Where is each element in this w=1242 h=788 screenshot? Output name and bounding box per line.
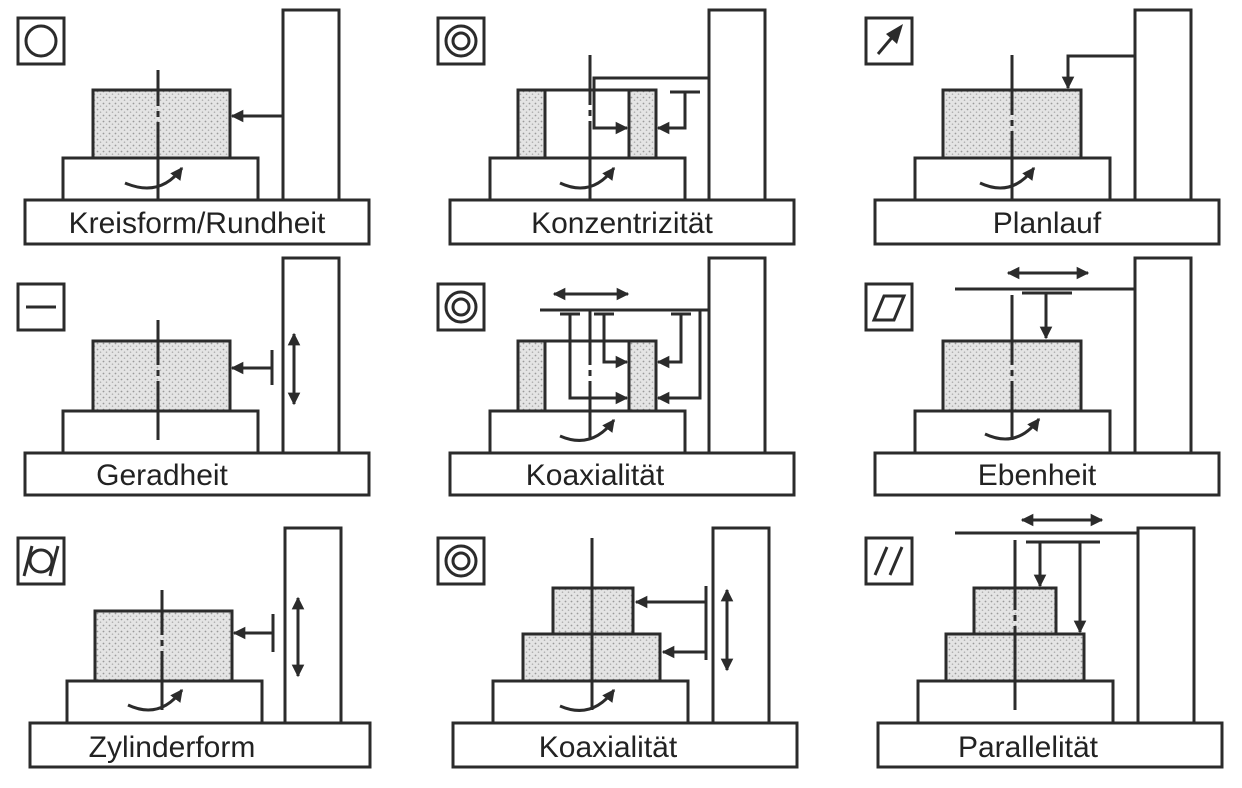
base-plate [28, 721, 372, 769]
panel-label: Kreisform/Rundheit [69, 207, 326, 240]
panel-parallelism: Parallelität [864, 513, 1224, 769]
base-plate [873, 451, 1221, 497]
parallel-lines-symbol [864, 536, 914, 586]
panel-roundness: Kreisform/Rundheit [16, 8, 371, 246]
workpiece [91, 88, 232, 160]
turntable [65, 679, 264, 725]
panel-label: Koaxialität [539, 731, 678, 764]
base-plate [873, 198, 1221, 246]
panel-concentricity: Konzentrizität [436, 8, 796, 246]
base-plate [448, 198, 796, 246]
cylindricity-symbol [16, 536, 66, 586]
panel-label: Ebenheit [978, 459, 1097, 492]
turntable [488, 156, 687, 202]
concentric-circles-symbol [436, 536, 486, 586]
panel-label: Planlauf [993, 207, 1102, 240]
circle-symbol [16, 16, 66, 66]
concentric-circles-symbol [436, 16, 486, 66]
base-plate [23, 198, 371, 246]
panel-label: Konzentrizität [531, 207, 713, 240]
workpiece [91, 339, 232, 413]
gauge-column [707, 8, 767, 202]
concentric-circles-symbol [436, 282, 486, 332]
gauge-column [707, 256, 767, 455]
panel-label: Parallelität [958, 731, 1099, 764]
panel-label: Koaxialität [526, 459, 665, 492]
panel-straightness: Geradheit [16, 256, 371, 497]
turntable [61, 156, 260, 202]
gauge-column [1133, 256, 1193, 455]
panel-axial-runout: Planlauf [864, 8, 1221, 246]
panel-cylindricity: Zylinderform [16, 526, 372, 769]
gauge-column [281, 256, 341, 455]
base-plate [23, 451, 371, 497]
runout-arrow-symbol [864, 16, 914, 66]
parallelogram-symbol [864, 282, 914, 332]
gauge-column [1133, 8, 1193, 202]
panel-coaxiality: Koaxialität [436, 256, 796, 497]
base-plate [876, 721, 1224, 769]
turntable [488, 409, 687, 455]
gauge-column [281, 8, 341, 202]
panel-coaxiality-stepped: Koaxialität [436, 526, 799, 769]
panel-label: Zylinderform [89, 731, 256, 764]
panel-flatness: Ebenheit [864, 256, 1221, 497]
panel-label: Geradheit [96, 459, 228, 492]
base-plate [451, 721, 799, 769]
base-plate [448, 451, 796, 497]
straight-line-symbol [16, 282, 66, 332]
gauge-column [283, 526, 343, 725]
gauge-column [711, 526, 771, 725]
gauge-column [1136, 526, 1196, 725]
turntable [61, 409, 260, 455]
